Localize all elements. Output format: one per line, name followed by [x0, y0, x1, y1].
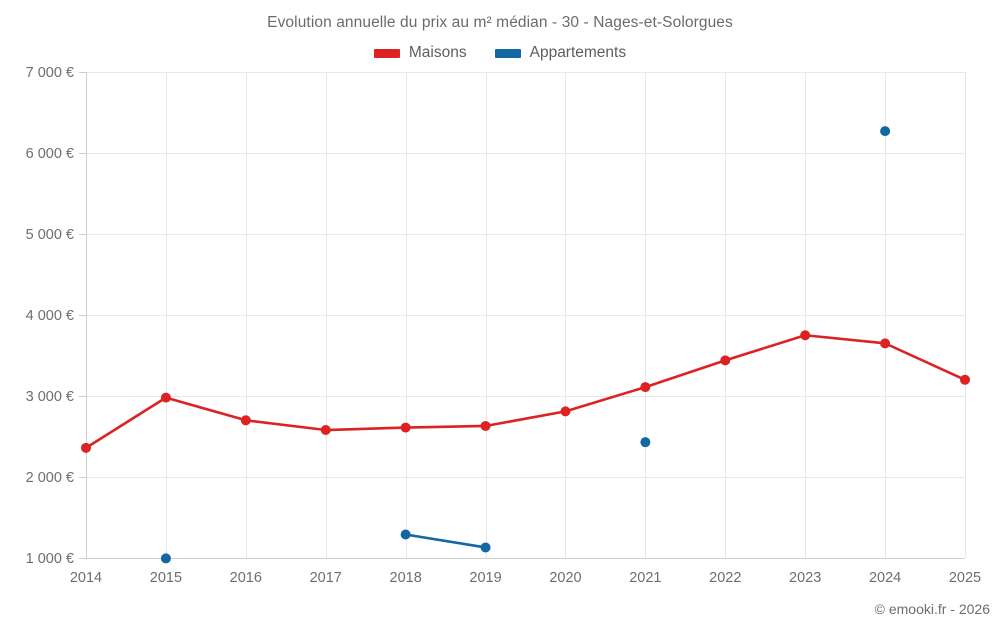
y-tick-label-4000: 4 000 € [26, 308, 74, 324]
series-line-maisons-0 [84, 333, 967, 450]
x-tick-label-2019: 2019 [469, 570, 501, 586]
y-tick-label-3000: 3 000 € [26, 389, 74, 405]
x-tick-label-2015: 2015 [150, 570, 182, 586]
legend-item-appartements[interactable]: Appartements [494, 44, 627, 62]
chart-legend: Maisons Appartements [0, 44, 1000, 62]
data-point-maisons-2016[interactable] [240, 415, 251, 426]
gridlines-horizontal [86, 72, 965, 559]
data-point-appartements-2021[interactable] [640, 437, 651, 448]
series-maisons [81, 330, 970, 453]
data-point-maisons-2018[interactable] [400, 422, 411, 433]
legend-swatch-maisons [373, 48, 400, 58]
x-tick-label-2025: 2025 [949, 570, 981, 586]
x-tick-label-2018: 2018 [390, 570, 422, 586]
data-point-appartements-2024[interactable] [880, 126, 891, 137]
legend-item-maisons[interactable]: Maisons [373, 44, 467, 62]
y-tick-label-7000: 7 000 € [26, 65, 74, 81]
data-point-maisons-2023[interactable] [800, 330, 811, 341]
legend-swatch-appartements [494, 48, 521, 58]
data-point-maisons-2021[interactable] [640, 382, 651, 393]
series-line-appartements-1 [404, 533, 487, 549]
x-tick-label-2014: 2014 [70, 570, 102, 586]
legend-label-maisons: Maisons [408, 44, 467, 61]
data-point-maisons-2022[interactable] [720, 355, 731, 366]
x-tick-label-2016: 2016 [230, 570, 262, 586]
y-tick-label-6000: 6 000 € [26, 146, 74, 162]
data-point-maisons-2015[interactable] [160, 392, 171, 403]
x-tick-label-2020: 2020 [549, 570, 581, 586]
legend-label-appartements: Appartements [529, 44, 627, 61]
y-tick-label-1000: 1 000 € [26, 551, 74, 567]
data-point-maisons-2024[interactable] [880, 338, 891, 349]
x-tick-label-2021: 2021 [629, 570, 661, 586]
copyright-credit: © emooki.fr - 2026 [874, 601, 990, 617]
x-tick-label-2022: 2022 [709, 570, 741, 586]
data-point-maisons-2025[interactable] [960, 374, 970, 385]
gridlines-vertical [86, 72, 966, 558]
data-point-maisons-2019[interactable] [480, 420, 491, 431]
x-tick-label-2024: 2024 [869, 570, 901, 586]
chart-title: Evolution annuelle du prix au m² médian … [267, 14, 733, 31]
data-point-maisons-2020[interactable] [560, 406, 571, 417]
y-axis-tick-labels: 1 000 € 2 000 € 3 000 € 4 000 € 5 000 € 6 000… [26, 65, 86, 567]
data-point-maisons-2014[interactable] [81, 442, 91, 453]
x-tick-label-2017: 2017 [310, 570, 342, 586]
x-tick-label-2023: 2023 [789, 570, 821, 586]
data-point-appartements-2018[interactable] [400, 529, 411, 540]
x-axis-tick-labels: 2014 2015 2016 2017 2018 2019 2020 2021 2022 2023… [70, 570, 981, 586]
data-point-appartements-2015[interactable] [160, 553, 171, 564]
y-tick-label-5000: 5 000 € [26, 227, 74, 243]
data-point-appartements-2019[interactable] [480, 542, 491, 553]
series-appartements [160, 126, 891, 564]
y-tick-label-2000: 2 000 € [26, 470, 74, 486]
data-point-maisons-2017[interactable] [320, 425, 331, 436]
